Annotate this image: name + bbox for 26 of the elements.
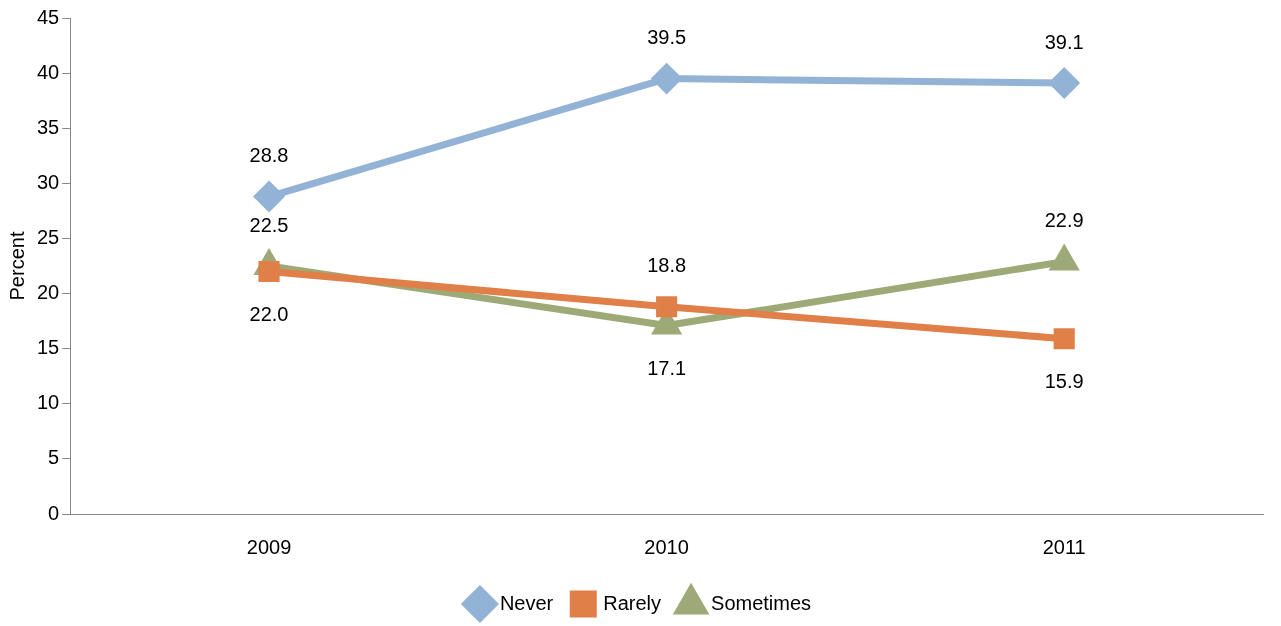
x-tick-label: 2009 xyxy=(246,535,292,558)
y-axis-title: Percent xyxy=(5,231,28,301)
data-label: 22.0 xyxy=(249,303,289,326)
y-tick-label: 25 xyxy=(37,225,60,248)
data-label: 22.9 xyxy=(1044,209,1084,232)
data-label: 22.5 xyxy=(249,213,289,236)
y-tick-label: 5 xyxy=(48,446,60,469)
x-tick-label: 2010 xyxy=(644,535,689,558)
data-label: 15.9 xyxy=(1044,370,1084,393)
legend-label: Never xyxy=(499,591,554,614)
data-label: 17.1 xyxy=(647,357,687,380)
y-tick-label: 45 xyxy=(37,5,60,28)
y-tick-label: 20 xyxy=(37,281,60,304)
data-label: 39.5 xyxy=(647,26,687,49)
data-label: 39.1 xyxy=(1044,30,1084,53)
y-tick-label: 15 xyxy=(37,336,60,359)
y-tick-label: 40 xyxy=(37,60,60,83)
y-tick-label: 30 xyxy=(37,170,60,193)
x-tick-label: 2011 xyxy=(1042,535,1086,558)
legend-label: Rarely xyxy=(603,591,662,614)
legend-label: Sometimes xyxy=(711,591,812,614)
y-tick-label: 10 xyxy=(37,391,60,414)
y-tick-label: 35 xyxy=(37,115,60,138)
data-label: 18.8 xyxy=(647,254,687,277)
y-tick-label: 0 xyxy=(48,501,60,524)
data-label: 28.8 xyxy=(249,144,289,167)
